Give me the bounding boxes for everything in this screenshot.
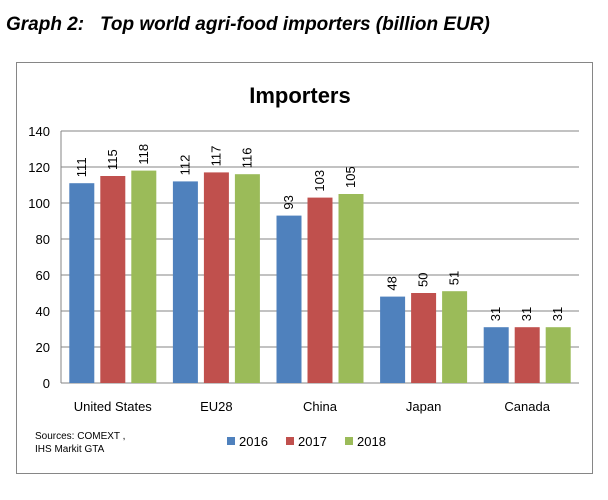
x-category-label: China bbox=[303, 399, 338, 414]
x-category-label: Canada bbox=[504, 399, 550, 414]
sources-line-2: IHS Markit GTA bbox=[35, 444, 105, 455]
y-tick-label: 140 bbox=[28, 124, 50, 139]
chart-title: Importers bbox=[249, 83, 350, 108]
data-label: 117 bbox=[208, 146, 223, 167]
bar-2018 bbox=[338, 194, 364, 383]
x-category-label: United States bbox=[74, 399, 153, 414]
data-label: 111 bbox=[74, 157, 89, 177]
bar-2017 bbox=[307, 197, 333, 383]
bar-2016 bbox=[69, 183, 95, 383]
chart-frame bbox=[16, 62, 593, 474]
bar-2016 bbox=[276, 215, 302, 383]
data-label: 31 bbox=[550, 307, 565, 321]
data-label: 31 bbox=[519, 307, 534, 321]
bar-2017 bbox=[514, 327, 540, 383]
bar-2018 bbox=[131, 170, 157, 383]
x-category-label: Japan bbox=[406, 399, 441, 414]
graph-caption: Graph 2: Top world agri-food importers (… bbox=[6, 14, 490, 35]
legend-swatch bbox=[345, 437, 353, 445]
bar-2017 bbox=[203, 172, 229, 383]
legend-label: 2016 bbox=[239, 434, 268, 449]
data-label: 116 bbox=[239, 147, 254, 168]
legend-label: 2017 bbox=[298, 434, 327, 449]
x-category-label: EU28 bbox=[200, 399, 233, 414]
bar-2016 bbox=[172, 181, 198, 383]
y-tick-label: 60 bbox=[36, 268, 50, 283]
y-tick-label: 0 bbox=[43, 376, 50, 391]
legend-label: 2018 bbox=[357, 434, 386, 449]
y-tick-label: 120 bbox=[28, 160, 50, 175]
y-tick-label: 100 bbox=[28, 196, 50, 211]
bar-2016 bbox=[380, 296, 406, 383]
legend-swatch bbox=[286, 437, 294, 445]
legend-swatch bbox=[227, 437, 235, 445]
y-tick-label: 20 bbox=[36, 340, 50, 355]
bar-2016 bbox=[483, 327, 509, 383]
data-label: 115 bbox=[105, 149, 120, 170]
y-tick-label: 40 bbox=[36, 304, 50, 319]
data-label: 105 bbox=[343, 166, 358, 188]
bar-2018 bbox=[545, 327, 571, 383]
sources-line-1: Sources: COMEXT , bbox=[35, 431, 126, 442]
data-label: 112 bbox=[177, 155, 192, 176]
bar-2018 bbox=[234, 174, 260, 383]
y-tick-label: 80 bbox=[36, 232, 50, 247]
sources-note: Sources: COMEXT , IHS Markit GTA bbox=[35, 430, 125, 456]
data-label: 118 bbox=[136, 144, 151, 165]
bar-2018 bbox=[442, 291, 468, 383]
data-label: 48 bbox=[385, 276, 400, 290]
data-label: 51 bbox=[447, 271, 462, 285]
bar-2017 bbox=[100, 176, 126, 383]
data-label: 103 bbox=[312, 170, 327, 192]
data-label: 50 bbox=[416, 273, 431, 287]
data-label: 93 bbox=[281, 195, 296, 209]
data-label: 31 bbox=[488, 307, 503, 321]
bar-2017 bbox=[411, 293, 437, 383]
